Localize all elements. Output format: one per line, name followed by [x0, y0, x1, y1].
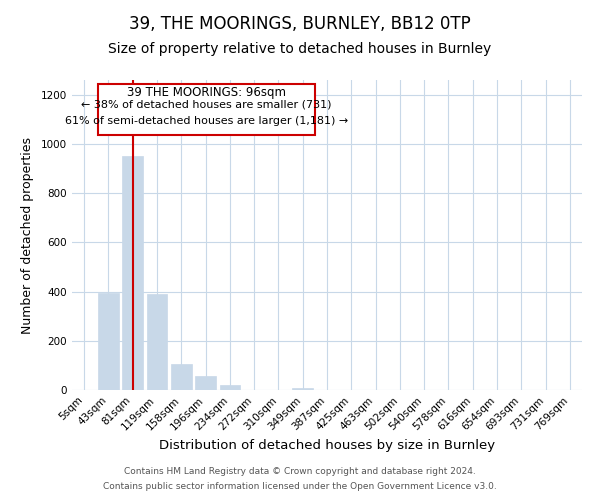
- Text: Contains public sector information licensed under the Open Government Licence v3: Contains public sector information licen…: [103, 482, 497, 491]
- Bar: [195, 376, 216, 390]
- Bar: [98, 293, 119, 390]
- Text: 39 THE MOORINGS: 96sqm: 39 THE MOORINGS: 96sqm: [127, 86, 286, 99]
- Text: 61% of semi-detached houses are larger (1,181) →: 61% of semi-detached houses are larger (…: [65, 116, 348, 126]
- Bar: [171, 364, 191, 390]
- Text: Size of property relative to detached houses in Burnley: Size of property relative to detached ho…: [109, 42, 491, 56]
- Text: 39, THE MOORINGS, BURNLEY, BB12 0TP: 39, THE MOORINGS, BURNLEY, BB12 0TP: [129, 15, 471, 33]
- Bar: [122, 156, 143, 390]
- Text: Contains HM Land Registry data © Crown copyright and database right 2024.: Contains HM Land Registry data © Crown c…: [124, 467, 476, 476]
- X-axis label: Distribution of detached houses by size in Burnley: Distribution of detached houses by size …: [159, 438, 495, 452]
- Bar: [220, 384, 240, 390]
- Text: ← 38% of detached houses are smaller (731): ← 38% of detached houses are smaller (73…: [81, 100, 331, 110]
- Bar: [146, 294, 167, 390]
- Bar: [292, 388, 313, 390]
- Y-axis label: Number of detached properties: Number of detached properties: [21, 136, 34, 334]
- FancyBboxPatch shape: [97, 84, 315, 136]
